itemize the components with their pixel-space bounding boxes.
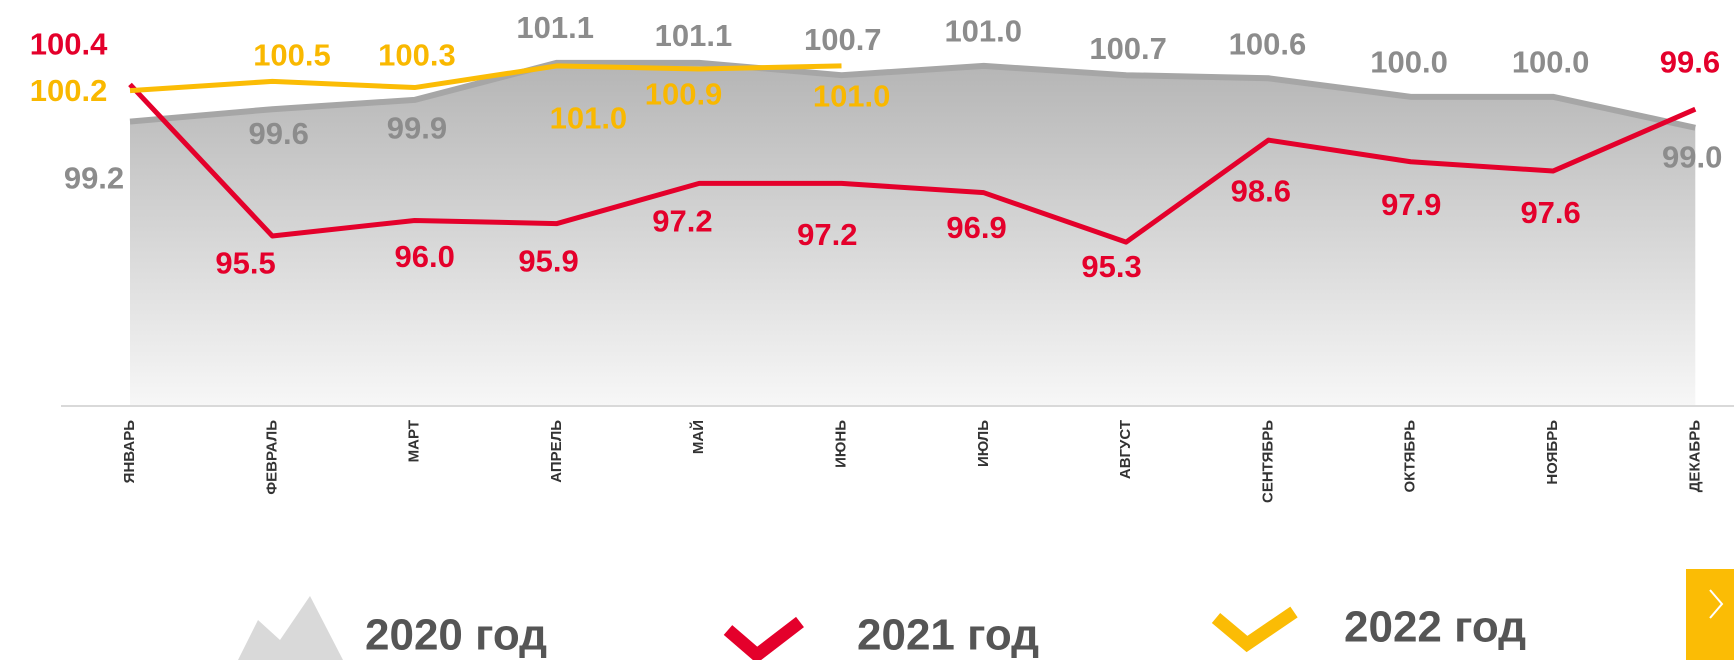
value-label: 101.1 — [655, 18, 733, 53]
value-label: 100.6 — [1229, 27, 1307, 62]
x-tick-label: ОКТЯБРЬ — [1402, 420, 1419, 493]
area — [130, 62, 1696, 406]
x-tick-label: МАЙ — [689, 420, 707, 454]
x-tick-label: АПРЕЛЬ — [548, 420, 565, 483]
line — [129, 59, 1696, 131]
value-label: 101.0 — [944, 13, 1022, 48]
value-label: 97.2 — [797, 217, 857, 252]
line — [129, 63, 842, 94]
value-label: 99.9 — [387, 111, 447, 146]
value-label: 100.0 — [1512, 44, 1590, 79]
x-tick-label: ФЕВРАЛЬ — [263, 420, 280, 495]
x-tick-label: ИЮНЬ — [832, 420, 849, 468]
x-tick-label: АВГУСТ — [1117, 420, 1134, 479]
value-label: 100.2 — [30, 73, 108, 108]
value-label: 96.0 — [395, 239, 455, 274]
value-label: 101.1 — [516, 10, 594, 45]
value-label: 100.5 — [253, 38, 331, 73]
x-tick-label: МАРТ — [406, 420, 423, 462]
value-label: 95.9 — [518, 243, 578, 278]
value-label: 100.9 — [645, 76, 723, 111]
value-label: 101.0 — [813, 79, 891, 114]
plot: ЯНВАРЬ ФЕВРАЛЬ МАРТ АПРЕЛЬ МАЙ ИЮНЬ ИЮЛЬ АВГУСТ… — [30, 10, 1734, 660]
value-label: 95.3 — [1081, 249, 1141, 284]
value-label: 95.5 — [215, 246, 275, 281]
value-label: 100.3 — [378, 38, 456, 73]
legend-label: 2021 год — [857, 611, 1039, 660]
value-label: 97.6 — [1520, 195, 1580, 230]
value-label: 100.4 — [30, 27, 108, 62]
value-label: 96.9 — [946, 210, 1006, 245]
value-label: 99.2 — [64, 160, 124, 195]
value-label: 99.6 — [249, 116, 309, 151]
value-label: 100.7 — [804, 22, 882, 57]
value-label: 101.0 — [550, 101, 628, 136]
legend-label: 2020 год — [365, 611, 547, 660]
legend-label: 2022 год — [1344, 603, 1526, 652]
value-label: 99.0 — [1662, 139, 1722, 174]
legend-icon — [1211, 606, 1298, 653]
x-tick-label: НОЯБРЬ — [1544, 420, 1561, 485]
x-tick-label: ИЮЛЬ — [975, 420, 992, 467]
value-label: 100.0 — [1370, 44, 1448, 79]
value-label: 99.6 — [1660, 44, 1720, 79]
line — [128, 82, 1697, 245]
x-tick-label: СЕНТЯБРЬ — [1259, 420, 1276, 503]
chevron-icon — [1709, 589, 1724, 619]
value-label: 100.7 — [1089, 31, 1167, 66]
legend-icon — [238, 596, 343, 660]
x-tick-label: ЯНВАРЬ — [121, 420, 138, 484]
value-label: 98.6 — [1231, 174, 1291, 209]
legend-icon — [723, 616, 804, 660]
next-button[interactable] — [1686, 569, 1734, 660]
x-tick-label: ДЕКАБРЬ — [1686, 420, 1703, 492]
value-label: 97.9 — [1381, 187, 1441, 222]
value-label: 97.2 — [652, 204, 712, 239]
